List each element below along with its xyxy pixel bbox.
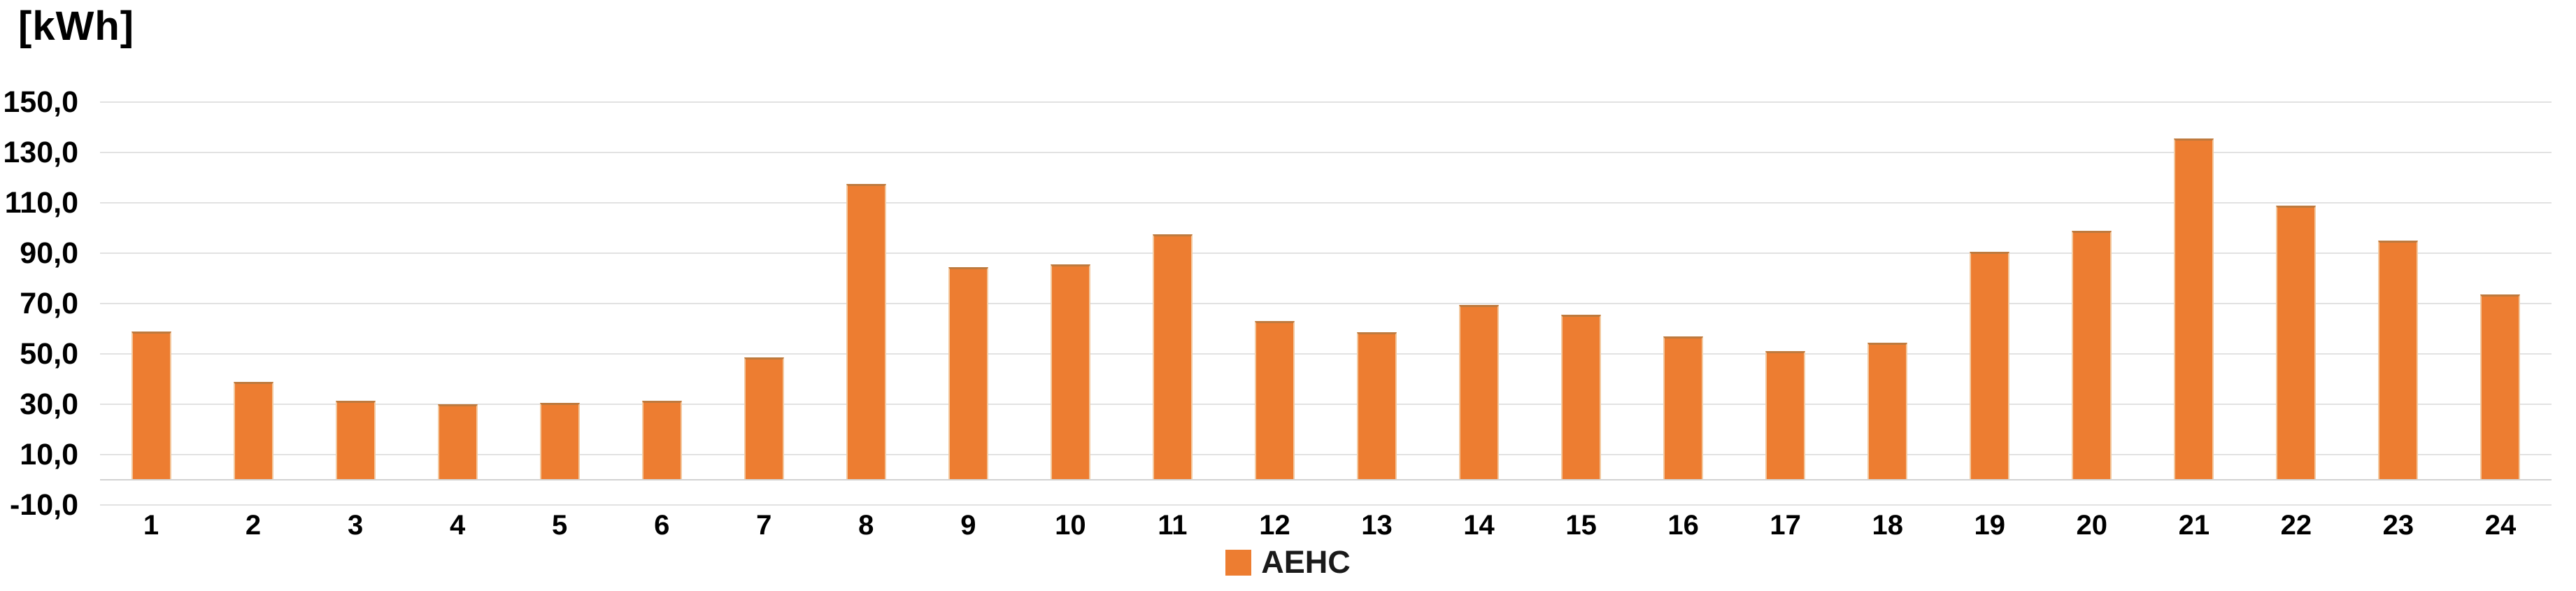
- bar-6: [641, 400, 682, 480]
- gridline: [100, 353, 2552, 355]
- bar-3: [335, 400, 376, 480]
- x-tick-label: 7: [756, 510, 772, 541]
- y-tick-label: 30,0: [20, 387, 78, 421]
- x-tick-label: 5: [552, 510, 568, 541]
- x-tick-label: 6: [654, 510, 670, 541]
- bar-4: [437, 404, 478, 480]
- x-tick-label: 2: [245, 510, 262, 541]
- x-tick-label: 3: [347, 510, 364, 541]
- bar-23: [2378, 241, 2419, 480]
- gridline: [100, 504, 2552, 506]
- bar-16: [1663, 336, 1704, 480]
- x-tick-label: 21: [2178, 510, 2210, 541]
- bar-9: [948, 266, 988, 480]
- bar-7: [743, 357, 784, 480]
- gridline: [100, 303, 2552, 304]
- gridline: [100, 404, 2552, 405]
- x-tick-label: 22: [2280, 510, 2312, 541]
- gridline: [100, 454, 2552, 455]
- plot-area: [100, 101, 2552, 506]
- legend: AEHC: [0, 544, 2576, 581]
- x-tick-label: 1: [143, 510, 159, 541]
- bar-8: [846, 184, 886, 480]
- bar-18: [1867, 342, 1908, 480]
- gridline: [100, 101, 2552, 103]
- bar-21: [2174, 138, 2214, 480]
- y-tick-label: 90,0: [20, 236, 78, 270]
- y-tick-label: -10,0: [9, 488, 78, 522]
- bar-5: [539, 403, 580, 480]
- x-tick-label: 11: [1158, 510, 1188, 541]
- x-tick-label: 9: [960, 510, 976, 541]
- bar-2: [233, 381, 273, 480]
- gridline: [100, 202, 2552, 204]
- x-tick-label: 12: [1259, 510, 1290, 541]
- x-tick-label: 13: [1361, 510, 1393, 541]
- x-tick-label: 24: [2484, 510, 2517, 541]
- gridline: [100, 152, 2552, 153]
- x-tick-label: 14: [1463, 510, 1495, 541]
- x-tick-label: 16: [1667, 510, 1699, 541]
- bar-10: [1050, 264, 1090, 480]
- bar-22: [2276, 205, 2317, 480]
- bar-24: [2480, 294, 2521, 480]
- bar-13: [1357, 332, 1397, 480]
- x-tick-label: 18: [1872, 510, 1903, 541]
- y-tick-label: 110,0: [4, 186, 78, 220]
- y-tick-label: 130,0: [3, 136, 78, 169]
- x-tick-label: 4: [450, 510, 466, 541]
- x-tick-label: 10: [1055, 510, 1086, 541]
- gridline: [100, 252, 2552, 254]
- chart-title: [kWh]: [18, 3, 135, 49]
- y-tick-label: 70,0: [20, 287, 78, 320]
- y-tick-label: 50,0: [20, 337, 78, 371]
- bar-12: [1254, 321, 1295, 480]
- x-tick-label: 15: [1565, 510, 1597, 541]
- bar-19: [1970, 252, 2010, 480]
- x-tick-label: 20: [2076, 510, 2108, 541]
- legend-series-label: AEHC: [1261, 544, 1351, 580]
- bar-11: [1152, 234, 1193, 480]
- x-tick-label: 8: [858, 510, 874, 541]
- y-tick-label: 150,0: [3, 85, 78, 119]
- bar-17: [1765, 351, 1806, 480]
- y-tick-label: 10,0: [20, 438, 78, 471]
- category-axis-line: [100, 479, 2552, 480]
- x-tick-label: 19: [1974, 510, 2006, 541]
- bar-14: [1459, 304, 1500, 480]
- bar-20: [2072, 230, 2112, 480]
- legend-swatch-icon: [1225, 549, 1252, 576]
- x-tick-label: 23: [2382, 510, 2414, 541]
- bar-1: [131, 331, 171, 480]
- x-tick-label: 17: [1770, 510, 1801, 541]
- bar-15: [1561, 315, 1602, 480]
